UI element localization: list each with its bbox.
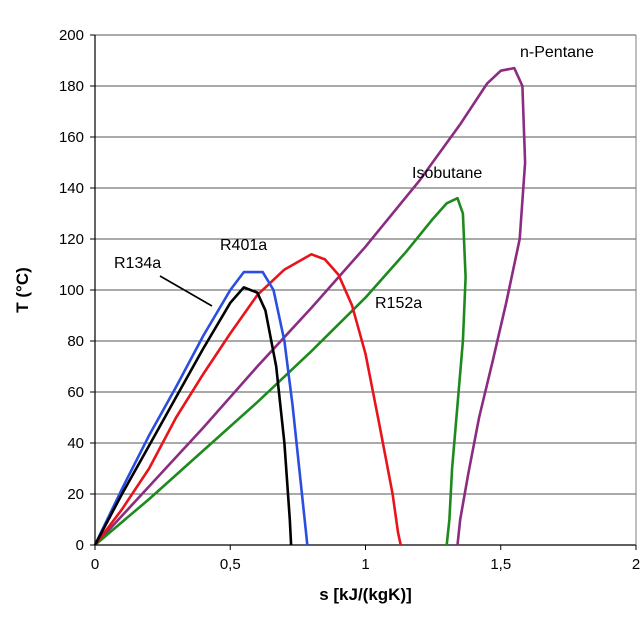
y-tick-label: 0 <box>76 537 84 554</box>
x-tick-label: 0 <box>91 556 99 573</box>
ticks: 0 20 40 60 80 100 120 140 160 180 200 0 0,5 1 1,5 2 <box>59 27 640 573</box>
series-line-r134a <box>93 286 293 546</box>
y-tick-label: 200 <box>59 27 84 44</box>
series-label-r152a: R152a <box>375 295 422 312</box>
x-axis-title: s [kJ/(kgK)] <box>319 585 412 604</box>
y-tick-label: 120 <box>59 231 84 248</box>
series <box>93 66 527 546</box>
grid <box>95 34 636 495</box>
series-line-isobutane <box>94 196 467 546</box>
series-label-r134a: R134a <box>114 255 161 272</box>
y-tick-label: 100 <box>59 282 84 299</box>
x-tick-label: 2 <box>632 556 640 573</box>
r134a-leader-line <box>159 275 213 307</box>
series-label-r401a: R401a <box>220 237 267 254</box>
series-line-r401a <box>93 270 309 546</box>
y-tick-label: 160 <box>59 129 84 146</box>
series-labels: n-Pentane Isobutane R152a R401a R134a <box>114 44 594 312</box>
y-axis-title: T (°C) <box>13 267 32 313</box>
series-line-n-pentane <box>94 66 527 546</box>
series-label-n-pentane: n-Pentane <box>520 44 594 61</box>
series-line-r152a <box>93 253 402 546</box>
x-tick-label: 0,5 <box>220 556 241 573</box>
y-tick-label: 40 <box>67 435 84 452</box>
y-tick-label: 180 <box>59 78 84 95</box>
series-label-isobutane: Isobutane <box>412 165 482 182</box>
y-tick-label: 60 <box>67 384 84 401</box>
x-tick-label: 1 <box>361 556 369 573</box>
y-tick-label: 20 <box>67 486 84 503</box>
y-tick-label: 80 <box>67 333 84 350</box>
y-tick-label: 140 <box>59 180 84 197</box>
x-tick-label: 1,5 <box>490 556 511 573</box>
